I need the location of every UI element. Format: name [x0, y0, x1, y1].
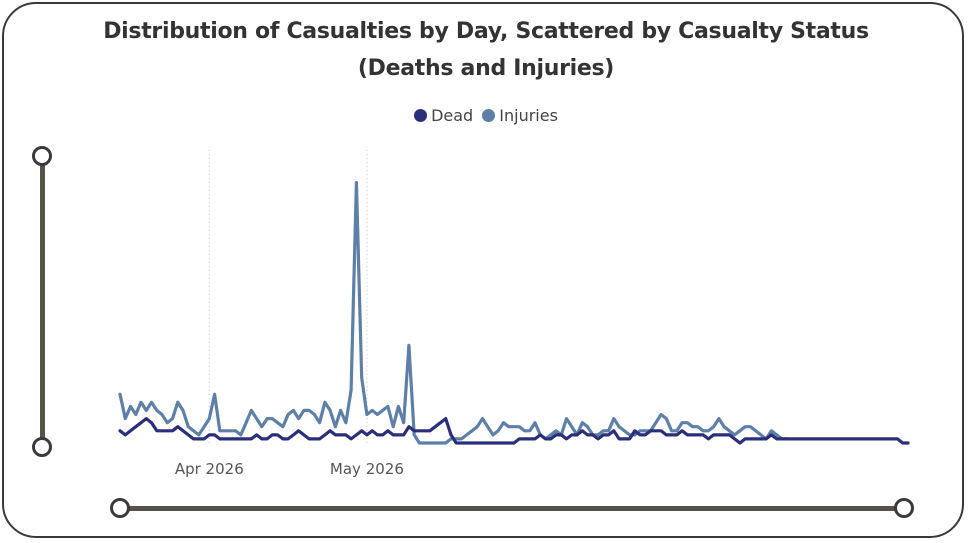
legend-label-injuries: Injuries	[499, 106, 558, 125]
legend-dot-dead	[414, 109, 428, 122]
vertical-zoom-slider-track[interactable]	[40, 158, 45, 448]
chart-legend: Dead Injuries	[0, 106, 972, 126]
chart-title: Distribution of Casualties by Day, Scatt…	[103, 19, 869, 44]
horizontal-zoom-slider-left-handle[interactable]	[110, 498, 130, 518]
chart-card	[2, 2, 964, 538]
x-tick-label: Apr 2026	[175, 460, 244, 478]
vertical-zoom-slider-top-handle[interactable]	[32, 146, 52, 166]
legend-label-dead: Dead	[431, 106, 474, 125]
chart-subtitle: (Deaths and Injuries)	[357, 56, 615, 81]
horizontal-zoom-slider-track[interactable]	[122, 506, 906, 511]
series-line-dead[interactable]	[118, 417, 910, 445]
legend-dot-injuries	[482, 109, 496, 122]
legend-item-dead[interactable]: Dead	[414, 106, 473, 125]
series-line-injuries[interactable]	[118, 181, 789, 445]
legend-item-injuries[interactable]: Injuries	[482, 106, 558, 125]
x-tick-label: May 2026	[330, 460, 404, 478]
horizontal-zoom-slider-right-handle[interactable]	[894, 498, 914, 518]
vertical-zoom-slider-bottom-handle[interactable]	[32, 437, 52, 457]
